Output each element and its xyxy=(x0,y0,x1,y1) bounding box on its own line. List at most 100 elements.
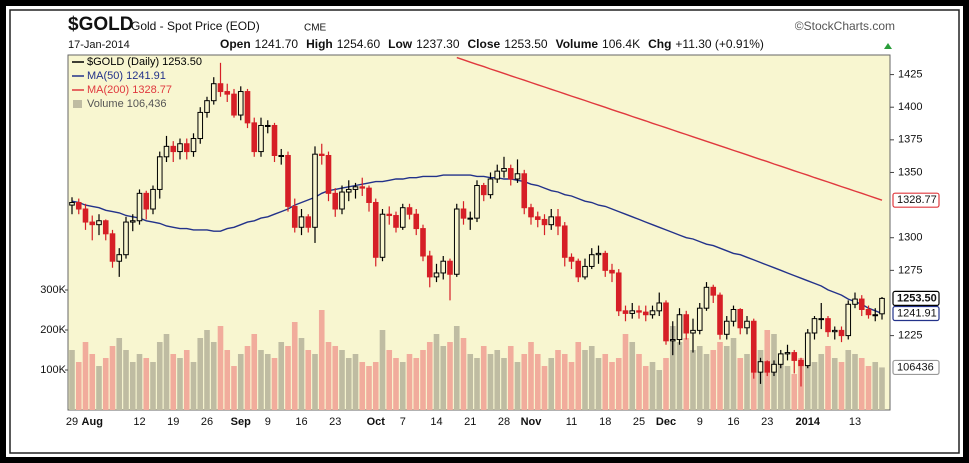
x-tick-label: 16 xyxy=(295,416,307,428)
candle-body xyxy=(669,339,676,342)
candle-body xyxy=(183,143,190,153)
candle-body xyxy=(285,154,291,207)
volume-bar xyxy=(258,350,264,410)
candle-body xyxy=(649,310,656,316)
volume-bar xyxy=(663,358,669,410)
value-box-label: 1241.91 xyxy=(897,307,937,319)
volume-bar xyxy=(568,362,575,410)
volume-bar xyxy=(777,362,784,410)
volume-bar xyxy=(460,338,467,410)
volume-bar xyxy=(393,358,399,410)
candle-body xyxy=(710,286,717,296)
candle-body xyxy=(750,320,757,373)
candle-body xyxy=(480,185,487,196)
volume-bar xyxy=(291,322,298,410)
x-tick-label: 13 xyxy=(849,416,861,428)
candle-body xyxy=(204,100,210,113)
candle-body xyxy=(784,352,791,355)
candle-body xyxy=(811,318,818,334)
candle-body xyxy=(217,83,224,93)
candle-body xyxy=(210,83,217,102)
candle-body xyxy=(865,309,872,316)
x-tick-label: 25 xyxy=(633,416,645,428)
candle-body xyxy=(791,352,798,361)
x-tick-label: 23 xyxy=(761,416,773,428)
x-tick-label: Nov xyxy=(521,416,543,428)
candle-body xyxy=(831,329,838,333)
candle-body xyxy=(798,359,804,367)
candle-body xyxy=(561,225,568,258)
candle-body xyxy=(237,91,244,116)
x-tick-label: 9 xyxy=(265,416,271,428)
candle-body xyxy=(474,185,480,219)
volume-bar xyxy=(183,350,190,410)
candle-body xyxy=(460,208,467,219)
x-tick-label: 23 xyxy=(329,416,341,428)
candle-body xyxy=(156,156,163,190)
volume-bar xyxy=(264,354,271,410)
x-tick-label: Oct xyxy=(367,416,386,428)
volume-bar xyxy=(440,346,447,410)
volume-bar xyxy=(656,370,663,410)
volume-bar xyxy=(271,358,278,410)
frame-line xyxy=(9,9,960,454)
candle-body xyxy=(494,170,501,180)
volume-bar xyxy=(204,330,210,410)
candle-body xyxy=(258,124,264,153)
candle-body xyxy=(433,272,440,278)
y2-tick-label: 100K xyxy=(40,364,66,376)
volume-bar xyxy=(102,358,109,410)
volume-bar xyxy=(143,358,150,410)
candle-body xyxy=(838,329,845,337)
candle-body xyxy=(291,205,298,228)
y2-tick-label: 300K xyxy=(40,284,66,296)
candle-body xyxy=(332,192,339,210)
volume-bar xyxy=(345,358,352,410)
candle-body xyxy=(588,254,595,267)
quote-label: Low xyxy=(388,37,413,51)
y-tick-label: 1400 xyxy=(898,101,922,113)
volume-bar xyxy=(690,350,696,410)
candle-body xyxy=(406,207,413,215)
volume-bar xyxy=(420,350,426,410)
x-tick-label: 11 xyxy=(566,416,577,428)
volume-bar xyxy=(210,342,217,410)
candle-body xyxy=(224,91,231,95)
quote-value: 1253.50 xyxy=(504,37,548,51)
plot xyxy=(69,56,885,410)
candle-body xyxy=(858,298,865,311)
volume-bar xyxy=(676,342,683,410)
volume-bar xyxy=(413,358,420,410)
y-tick-label: 1425 xyxy=(898,68,922,80)
volume-bar xyxy=(278,342,285,410)
quote-value: +11.30 (+0.91%) xyxy=(675,37,764,51)
chart-title: $GOLD xyxy=(68,14,133,35)
candle-body xyxy=(683,314,690,334)
candle-body xyxy=(676,314,683,341)
y-tick-label: 1275 xyxy=(898,264,922,276)
candle-body xyxy=(771,363,777,373)
volume-bar xyxy=(447,342,453,410)
volume-bar xyxy=(480,346,487,410)
volume-bar xyxy=(602,354,609,410)
candle-body xyxy=(528,207,534,218)
volume-bar xyxy=(669,326,676,410)
volume-bar xyxy=(474,358,480,410)
volume-bar xyxy=(858,358,865,410)
volume-bar xyxy=(406,354,413,410)
volume-bar xyxy=(231,366,237,410)
candle-body xyxy=(609,269,615,274)
volume-bar xyxy=(838,362,845,410)
candle-body xyxy=(102,220,109,235)
candle-body xyxy=(872,314,879,317)
candle-body xyxy=(777,353,784,365)
quote-label: Close xyxy=(468,37,501,51)
candle-body xyxy=(143,192,150,210)
volume-bar xyxy=(811,362,818,410)
volume-bar xyxy=(831,358,838,410)
quote-value: 1237.30 xyxy=(416,37,460,51)
candle-body xyxy=(453,208,460,275)
volume-bar xyxy=(123,350,129,410)
candle-body xyxy=(575,260,582,278)
volume-bar xyxy=(507,346,514,410)
